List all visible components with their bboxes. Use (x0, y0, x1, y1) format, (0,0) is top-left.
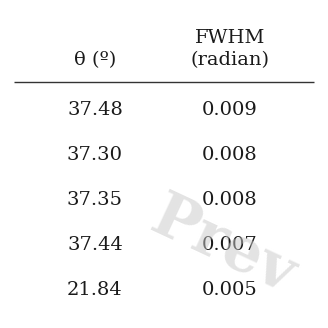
Text: 21.84: 21.84 (67, 281, 123, 299)
Text: 0.008: 0.008 (202, 191, 258, 209)
Text: 37.44: 37.44 (67, 236, 123, 254)
Text: 37.48: 37.48 (67, 101, 123, 119)
Text: 0.009: 0.009 (202, 101, 258, 119)
Text: (radian): (radian) (191, 51, 270, 69)
Text: 0.007: 0.007 (202, 236, 258, 254)
Text: 0.008: 0.008 (202, 146, 258, 164)
Text: FWHM: FWHM (195, 29, 265, 47)
Text: 0.005: 0.005 (202, 281, 258, 299)
Text: 37.30: 37.30 (67, 146, 123, 164)
Text: Prev: Prev (141, 187, 305, 305)
Text: θ (º): θ (º) (74, 51, 116, 69)
Text: 37.35: 37.35 (67, 191, 123, 209)
